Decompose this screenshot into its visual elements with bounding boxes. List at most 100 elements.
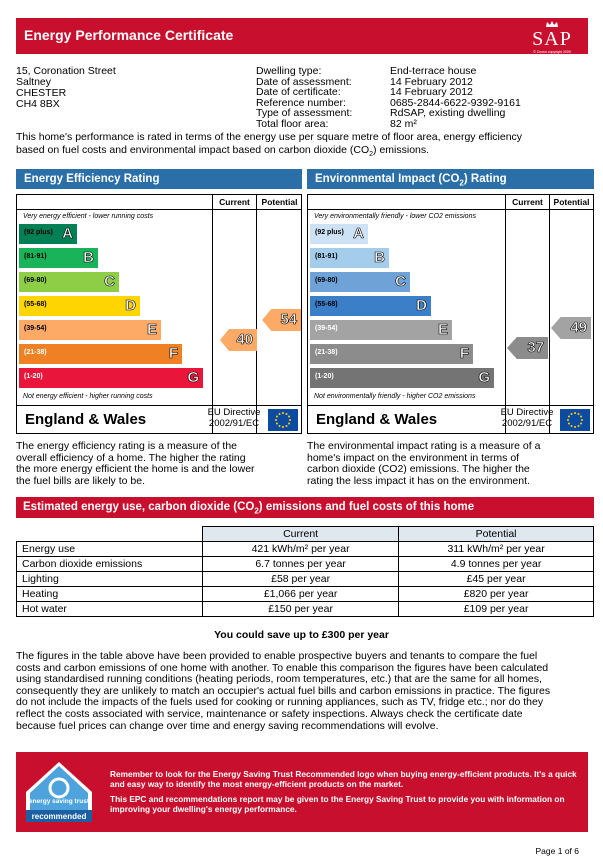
sap-logo-text: SAP [532, 28, 572, 50]
eer-band-letter: A [62, 225, 73, 243]
eer-band-e: (39-54) E [19, 320, 161, 340]
eir-band-range: (21-38) [315, 349, 338, 356]
table-cell-potential: £45 per year [398, 571, 594, 587]
table-row: Energy use 421 kWh/m² per year 311 kWh/m² … [16, 541, 594, 557]
detail-value: 14 February 2012 [390, 86, 473, 98]
eer-band-g: (1-20) G [19, 368, 203, 388]
eer-band-d: (55-68) D [19, 296, 140, 316]
crown-icon [524, 20, 580, 28]
address-line: CHESTER [16, 87, 67, 99]
sap-logo: SAP © Crown copyright 2009 [524, 20, 580, 54]
address-line: 15, Coronation Street [16, 65, 116, 77]
eer-panel: Current Potential Very energy efficient … [16, 194, 302, 434]
eir-title: Environmental Impact (CO2) Rating [307, 169, 594, 189]
eer-bottom-caption: Not energy efficient - higher running co… [23, 393, 153, 400]
eir-bottom-caption: Not environmentally friendly - higher CO… [314, 393, 476, 400]
intro-line-part: ) emissions. [373, 144, 430, 156]
details-labels: Dwelling type: Date of assessment: Date … [256, 66, 352, 129]
eer-band-letter: E [146, 321, 158, 339]
detail-label: Reference number: [256, 96, 346, 109]
estimate-table: Current Potential Energy use 421 kWh/m² p… [16, 526, 594, 617]
eu-code: 2002/91/EC [208, 418, 260, 429]
sap-logo-sub: © Crown copyright 2009 [533, 50, 571, 54]
eer-top-caption: Very energy efficient - lower running co… [23, 213, 154, 220]
eu-label: EU Directive [500, 407, 554, 418]
eer-band-range: (55-68) [24, 301, 47, 308]
paragraph-line: do not include the impacts of the fuels … [16, 696, 544, 709]
intro-line: This home's performance is rated in term… [16, 131, 523, 143]
paragraph-line: using standardised running conditions (h… [16, 673, 542, 686]
table-row: Heating £1,066 per year £820 per year [16, 586, 594, 602]
table-cell-current: 6.7 tonnes per year [201, 556, 400, 572]
eir-band-a: (92 plus) A [310, 224, 368, 244]
eer-band-b: (81-91) B [19, 248, 98, 268]
detail-label: Type of assessment: [256, 107, 353, 119]
eu-flag-icon [560, 409, 590, 431]
eir-top-caption: Very environmentally friendly - lower CO… [314, 213, 476, 220]
estimate-title-sub: 2 [254, 506, 259, 516]
table-cell-current: £150 per year [201, 601, 400, 617]
intro-sub: 2 [369, 151, 374, 159]
table-cell-potential: 311 kWh/m² per year [398, 541, 594, 557]
eer-band-letter: D [125, 297, 136, 315]
detail-label: Date of certificate: [256, 86, 341, 98]
table-row: Carbon dioxide emissions 6.7 tonnes per y… [16, 556, 594, 572]
table-cell-label: Heating [16, 586, 203, 602]
estimate-title-part: ) emissions and fuel costs of this home [258, 501, 475, 513]
paragraph-line: The figures in the table above have been… [16, 650, 538, 662]
eir-col-current: Current [512, 197, 543, 207]
energy-saving-trust-box: energy saving trust recommended Remember… [16, 752, 588, 832]
eir-band-range: (39-54) [315, 325, 338, 332]
eer-band-letter: B [83, 249, 94, 267]
certificate-title: Energy Performance Certificate [24, 27, 234, 43]
estimate-title: Estimated energy use, carbon dioxide (CO… [16, 497, 594, 518]
energy-saving-trust-text: Remember to look for the Energy Saving T… [110, 769, 580, 814]
table-cell-current: £58 per year [201, 571, 400, 587]
table-cell-current: £1,066 per year [201, 586, 400, 602]
eer-band-letter: C [104, 273, 115, 291]
eer-title: Energy Efficiency Rating [16, 169, 302, 189]
eir-band-range: (69-80) [315, 277, 338, 284]
eir-band-letter: D [416, 297, 427, 315]
eir-description-line: carbon dioxide (CO2) emissions. The high… [307, 463, 530, 475]
logo-text-line2: recommended [31, 812, 87, 821]
energy-saving-trust-logo: energy saving trust recommended [24, 760, 94, 824]
eu-flag-icon [268, 409, 298, 431]
eir-band-b: (81-91) B [310, 248, 389, 268]
eir-band-letter: A [353, 225, 364, 243]
explanation-paragraph: The figures in the table above have been… [16, 650, 596, 732]
eer-band-range: (92 plus) [24, 229, 53, 236]
eir-title-sub: 2 [459, 178, 464, 188]
intro-line: based on fuel costs and environmental im… [16, 144, 594, 161]
eer-eu-directive: EU Directive 2002/91/EC [203, 407, 265, 429]
paragraph-line: reflect the costs associated with servic… [16, 707, 523, 720]
intro-line-part: based on fuel costs and environmental im… [16, 144, 370, 156]
table-header-current: Current [201, 526, 400, 542]
eer-band-range: (21-38) [24, 349, 47, 356]
table-cell-label: Hot water [16, 601, 203, 617]
intro-text: This home's performance is rated in term… [16, 131, 594, 161]
table-cell-potential: 4.9 tonnes per year [398, 556, 594, 572]
logo-text-line1: energy saving trust [29, 798, 89, 805]
table-row: Lighting £58 per year £45 per year [16, 571, 594, 587]
eer-footer-name: England & Wales [25, 411, 147, 428]
eir-description-line: rating the less impact it has on the env… [307, 474, 530, 487]
detail-value: 82 m² [390, 117, 417, 130]
eir-band-range: (1-20) [315, 373, 334, 380]
eer-band-range: (69-80) [24, 277, 47, 284]
details-values: End-terrace house 14 February 2012 14 Fe… [390, 66, 521, 129]
est-text-para: This EPC and recommendations report may … [110, 794, 565, 814]
eir-band-f: (21-38) F [310, 344, 473, 364]
detail-value: 0685-2844-6622-9392-9161 [390, 96, 521, 109]
eir-band-e: (39-54) E [310, 320, 452, 340]
paragraph-line: because fuel prices can change over time… [16, 719, 439, 732]
eir-eu-directive: EU Directive 2002/91/EC [496, 407, 558, 429]
detail-value: 14 February 2012 [390, 75, 473, 88]
detail-value: RdSAP, existing dwelling [390, 107, 506, 119]
table-row: Hot water £150 per year £109 per year [16, 601, 594, 617]
detail-label: Dwelling type: [256, 65, 322, 77]
eer-current-arrow: 40 [220, 329, 257, 351]
eer-band-range: (1-20) [24, 373, 43, 380]
eer-description-line: overall efficiency of a home. The higher… [16, 451, 246, 464]
eir-description-line: home's impact on the environment in term… [307, 451, 520, 464]
